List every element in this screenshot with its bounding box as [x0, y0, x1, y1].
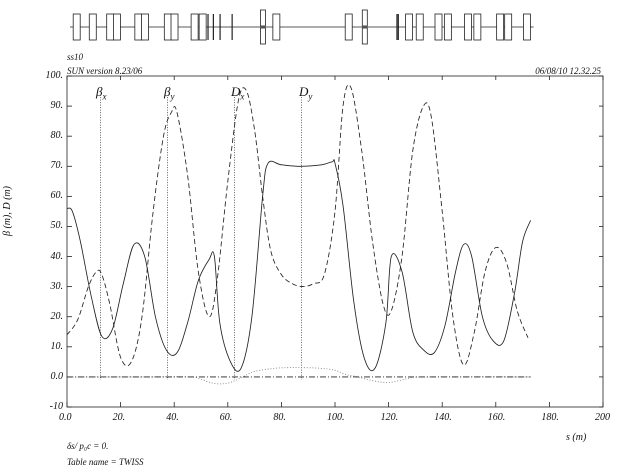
quad-defocus-element	[361, 27, 368, 45]
quad-element	[405, 13, 413, 41]
beta_y-curve	[66, 84, 529, 367]
y-tick-label: 90.	[50, 100, 64, 112]
quad-element	[163, 13, 172, 41]
twiss-curves	[66, 84, 531, 385]
y-tick-label: 80.	[50, 130, 64, 142]
x-tick-label: 0.0	[59, 412, 72, 423]
quad-element	[170, 13, 179, 41]
x-tick-label: 120.	[380, 412, 399, 423]
quad-element	[504, 13, 513, 41]
beta-y-label: βy	[164, 84, 175, 102]
quad-element	[72, 13, 81, 41]
y-tick-label: 10.	[50, 340, 64, 352]
quad-defocus-element	[361, 9, 368, 27]
quad-element	[106, 13, 115, 41]
y-tick-label: 100.	[45, 70, 64, 81]
sequence-name: ss10	[67, 52, 84, 62]
x-tick-label: 180.	[541, 412, 559, 423]
quad-defocus-element	[260, 9, 266, 27]
quad-element	[473, 13, 482, 41]
y-tick-label: 30.	[50, 280, 64, 292]
lattice-element-strip	[70, 9, 534, 45]
y-tick-label: 70.	[50, 160, 64, 172]
y-tick-label: 60.	[50, 190, 64, 202]
y-tick-label: 0.0	[50, 370, 64, 382]
dx-label: Dx	[231, 84, 245, 102]
y-axis-label: β (m), D (m)	[2, 186, 13, 236]
quad-element	[344, 13, 353, 41]
x-tick-label: 200	[595, 412, 610, 423]
x-tick-label: 20.	[112, 412, 126, 423]
quad-element	[496, 13, 505, 41]
y-tick-label: 40.	[50, 250, 64, 262]
quad-element	[523, 13, 531, 41]
y-tick-label: 20.	[50, 310, 64, 322]
y-tick-label: -10	[49, 401, 63, 412]
x-tick-label: 140.	[434, 412, 452, 423]
quad-element	[198, 13, 207, 41]
quad-element	[88, 13, 97, 41]
quad-element	[443, 13, 452, 41]
x-axis-label: s (m)	[566, 432, 587, 443]
x-tick-label: 60.	[219, 412, 233, 423]
x-tick-label: 100.	[327, 412, 345, 423]
quad-element	[141, 13, 149, 41]
beta_x-curve	[66, 159, 531, 372]
x-tick-label: 80.	[273, 412, 286, 423]
quad-element	[464, 13, 472, 41]
beta-x-label: βx	[96, 84, 107, 102]
momentum-offset: δs/ p₀c = 0.	[67, 441, 109, 451]
quad-element	[190, 13, 199, 41]
x-tick-label: 40.	[166, 412, 179, 423]
y-tick-label: 50.	[50, 220, 64, 232]
program-version: SUN version 8.23/06	[67, 66, 143, 76]
x-tick-label: 160.	[487, 412, 506, 423]
table-name: Table name = TWISS	[67, 457, 144, 467]
quad-defocus-element	[260, 27, 266, 45]
axis-ticks	[66, 75, 604, 408]
quad-element	[134, 13, 143, 41]
quad-element	[272, 13, 281, 41]
quad-element	[434, 13, 443, 41]
dy-label: Dy	[299, 84, 313, 102]
quad-element	[415, 13, 424, 41]
quad-element	[113, 13, 121, 41]
timestamp: 06/08/10 12.32.25	[535, 66, 601, 76]
